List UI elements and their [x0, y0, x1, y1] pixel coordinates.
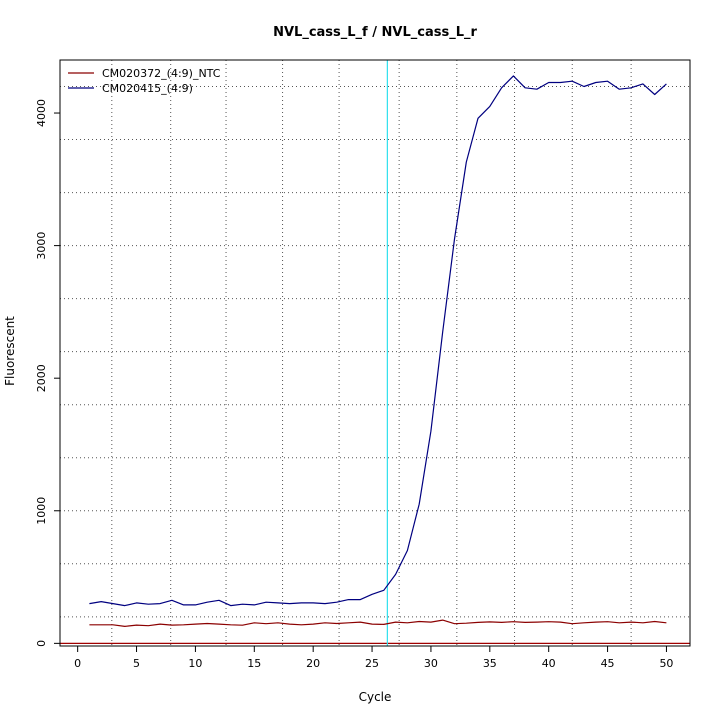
x-axis-label: Cycle [359, 690, 392, 704]
plot-frame [59, 59, 691, 647]
y-axis-label: Fluorescent [3, 316, 17, 386]
x-tick-label-5: 5 [133, 657, 140, 670]
reference-lines [60, 60, 690, 646]
legend-entry-2: CM020415_(4:9) [102, 82, 193, 95]
y-tick-label-4000: 4000 [35, 99, 48, 127]
x-tick-label-30: 30 [424, 657, 438, 670]
legend: CM020372_(4:9)_NTC CM020415_(4:9) [68, 67, 221, 95]
x-tick-label-50: 50 [659, 657, 673, 670]
x-tick-label-15: 15 [247, 657, 261, 670]
chart-title: NVL_cass_L_f / NVL_cass_L_r [273, 25, 477, 40]
x-tick-label-35: 35 [483, 657, 497, 670]
y-tick-label-0: 0 [35, 640, 48, 647]
x-tick-label-0: 0 [74, 657, 81, 670]
x-tick-label-25: 25 [365, 657, 379, 670]
y-tick-label-2000: 2000 [35, 364, 48, 392]
x-axis: 0 5 10 15 20 25 30 35 40 45 50 [74, 646, 673, 670]
y-axis: 0 1000 2000 3000 4000 [35, 99, 60, 647]
x-tick-label-20: 20 [306, 657, 320, 670]
series-line-1 [89, 619, 667, 628]
y-tick-label-1000: 1000 [35, 497, 48, 525]
grid [60, 60, 690, 646]
x-tick-label-10: 10 [188, 657, 202, 670]
series-lines [89, 75, 667, 628]
series-line-2 [89, 75, 667, 607]
x-tick-label-40: 40 [542, 657, 556, 670]
y-tick-label-3000: 3000 [35, 232, 48, 260]
legend-entry-1: CM020372_(4:9)_NTC [102, 67, 221, 80]
x-tick-label-45: 45 [601, 657, 615, 670]
